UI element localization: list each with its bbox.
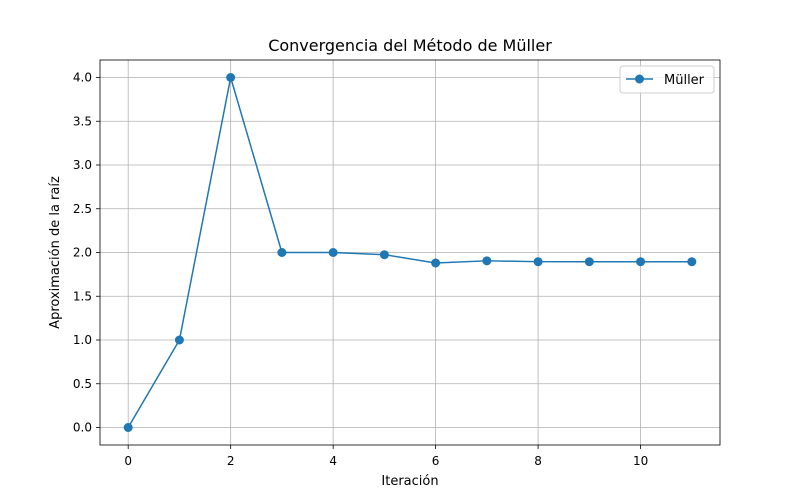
y-tick-label: 1.0 xyxy=(73,333,92,347)
y-tick-label: 2.0 xyxy=(73,246,92,260)
data-point xyxy=(123,423,133,432)
data-point xyxy=(636,257,646,267)
data-point xyxy=(533,257,543,267)
y-tick-label: 3.0 xyxy=(73,158,92,172)
y-axis-label: Aproximación de la raíz xyxy=(48,176,63,329)
x-tick-label: 6 xyxy=(432,454,440,468)
y-axis: 0.0 0.5 1.0 1.5 2.0 2.5 3.0 3.5 4.0 xyxy=(73,71,100,435)
x-axis: 0 2 4 6 8 10 xyxy=(124,445,648,468)
data-point xyxy=(226,73,236,82)
x-tick-label: 2 xyxy=(227,454,235,468)
data-point xyxy=(687,257,697,267)
y-tick-label: 2.5 xyxy=(73,202,92,216)
legend: Müller xyxy=(619,65,715,94)
x-tick-label: 0 xyxy=(124,454,132,468)
x-tick-label: 10 xyxy=(633,454,648,468)
y-tick-label: 4.0 xyxy=(73,71,92,85)
x-tick-label: 8 xyxy=(534,454,542,468)
data-point xyxy=(328,248,338,257)
grid xyxy=(100,60,720,445)
y-tick-label: 1.5 xyxy=(73,289,92,303)
chart-title: Convergencia del Método de Müller xyxy=(268,36,552,55)
y-tick-label: 3.5 xyxy=(73,114,92,128)
x-axis-label: Iteración xyxy=(381,474,438,489)
data-point xyxy=(277,248,287,257)
legend-marker xyxy=(635,74,644,84)
data-point xyxy=(431,258,441,268)
data-point xyxy=(482,256,492,266)
series-line xyxy=(127,76,692,428)
data-point xyxy=(584,257,594,267)
series-layer xyxy=(123,73,697,432)
y-tick-label: 0.0 xyxy=(73,421,92,435)
x-tick-label: 4 xyxy=(329,454,337,468)
data-point xyxy=(379,250,389,260)
y-tick-label: 0.5 xyxy=(73,377,92,391)
legend-label: Müller xyxy=(664,73,705,88)
data-point xyxy=(174,335,184,345)
legend-box xyxy=(619,65,715,94)
